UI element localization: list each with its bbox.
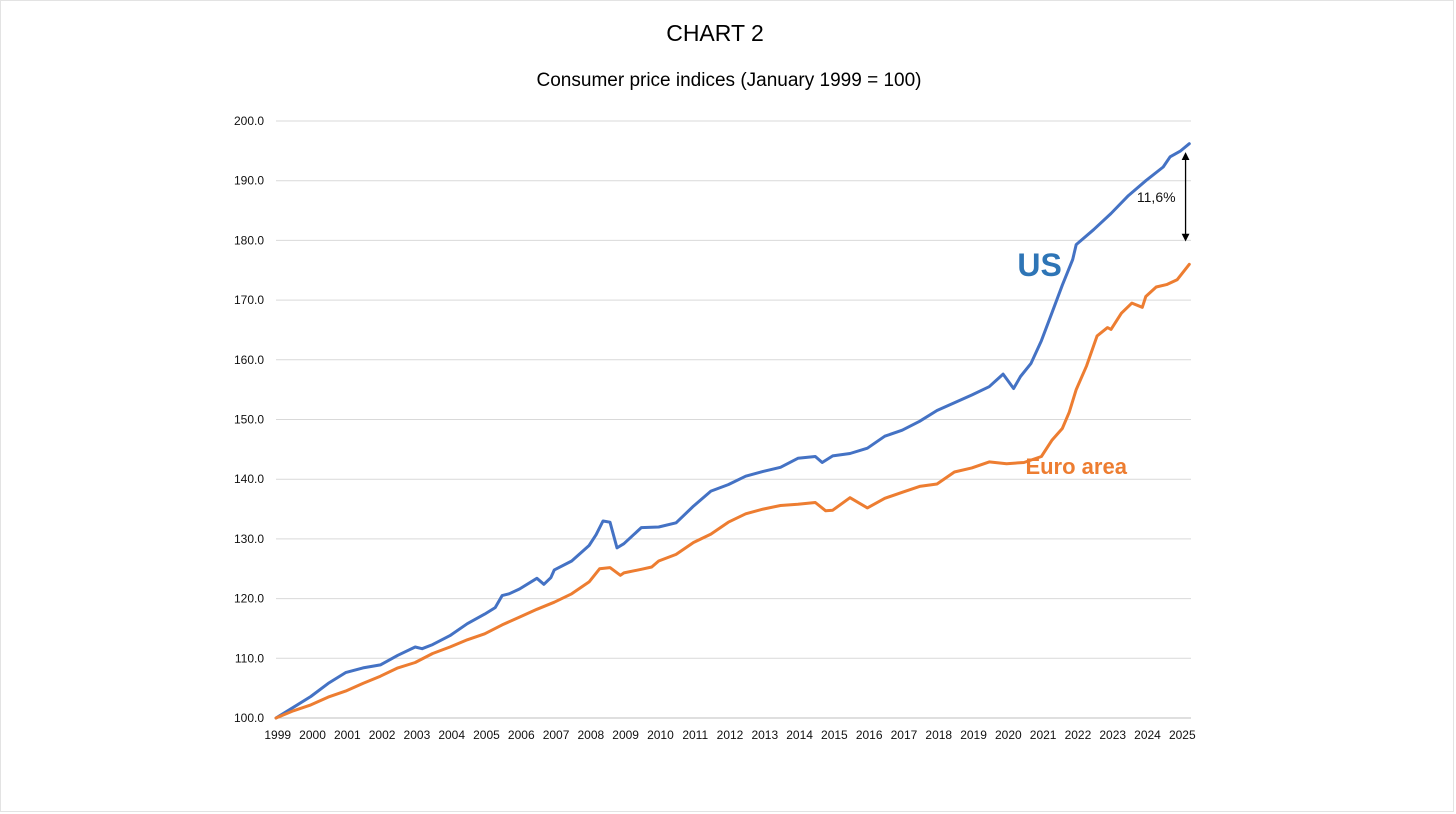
x-tick-label: 2014 <box>786 728 813 742</box>
x-tick-label: 2000 <box>299 728 326 742</box>
y-tick-label: 190.0 <box>234 174 264 188</box>
x-tick-label: 2018 <box>925 728 952 742</box>
us-series-label: US <box>1017 247 1061 283</box>
x-tick-label: 2005 <box>473 728 500 742</box>
x-tick-label: 2023 <box>1099 728 1126 742</box>
x-tick-label: 2009 <box>612 728 639 742</box>
euro-area-series-label: Euro area <box>1025 454 1127 479</box>
x-tick-label: 2020 <box>995 728 1022 742</box>
x-tick-label: 2025 <box>1169 728 1196 742</box>
y-tick-label: 130.0 <box>234 532 264 546</box>
x-tick-label: 2002 <box>369 728 396 742</box>
euro-area-line <box>274 262 1191 720</box>
x-tick-label: 2022 <box>1065 728 1092 742</box>
series-lines <box>274 142 1191 720</box>
x-tick-label: 2015 <box>821 728 848 742</box>
x-tick-label: 2017 <box>891 728 918 742</box>
annotations: 11,6% US Euro area <box>1017 152 1190 479</box>
x-tick-label: 2019 <box>960 728 987 742</box>
x-tick-label: 2012 <box>717 728 744 742</box>
y-axis-ticks: 100.0 110.0 120.0 130.0 140.0 150.0 160.0 170.0… <box>234 114 264 725</box>
y-tick-label: 140.0 <box>234 472 264 486</box>
y-tick-label: 200.0 <box>234 114 264 128</box>
x-tick-label: 2003 <box>404 728 431 742</box>
y-tick-label: 100.0 <box>234 711 264 725</box>
x-axis-ticks: 1999 2000 2001 2002 2003 2004 2005 2006 2007 2008… <box>264 728 1196 742</box>
chart-title: CHART 2 <box>666 20 764 46</box>
x-tick-label: 2021 <box>1030 728 1057 742</box>
x-tick-label: 2016 <box>856 728 883 742</box>
x-tick-label: 2006 <box>508 728 535 742</box>
chart-subtitle: Consumer price indices (January 1999 = 1… <box>536 70 922 91</box>
x-tick-label: 2010 <box>647 728 674 742</box>
y-tick-label: 150.0 <box>234 413 264 427</box>
us-line <box>274 142 1191 720</box>
y-tick-label: 160.0 <box>234 353 264 367</box>
x-tick-label: 1999 <box>264 728 291 742</box>
y-tick-label: 180.0 <box>234 233 264 247</box>
x-tick-label: 2024 <box>1134 728 1161 742</box>
gap-label: 11,6% <box>1137 189 1176 205</box>
y-tick-label: 110.0 <box>235 651 264 665</box>
x-tick-label: 2001 <box>334 728 361 742</box>
x-tick-label: 2013 <box>751 728 778 742</box>
x-tick-label: 2007 <box>543 728 570 742</box>
gridlines <box>276 120 1191 719</box>
y-tick-label: 120.0 <box>234 592 264 606</box>
x-tick-label: 2011 <box>682 728 708 742</box>
x-tick-label: 2008 <box>578 728 605 742</box>
x-tick-label: 2004 <box>438 728 465 742</box>
y-tick-label: 170.0 <box>234 293 264 307</box>
